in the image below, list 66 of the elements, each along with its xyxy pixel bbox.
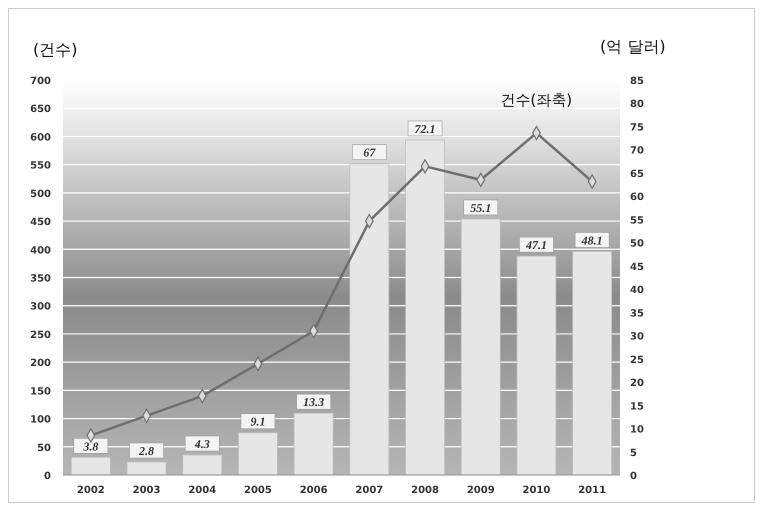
- y-tick-label: 250: [30, 330, 52, 341]
- y2-tick-label: 55: [630, 215, 644, 226]
- y2-tick-label: 5: [630, 448, 637, 459]
- bar: [294, 412, 334, 476]
- data-label: 67: [363, 146, 376, 160]
- bar: [460, 218, 501, 476]
- data-label: 72.1: [414, 122, 436, 136]
- y2-tick-label: 45: [630, 262, 644, 273]
- bar: [70, 456, 111, 476]
- bar: [516, 256, 556, 476]
- y2-tick-label: 0: [630, 471, 637, 482]
- y2-axis-title: (억 달러): [600, 37, 666, 56]
- y-tick-label: 600: [30, 132, 52, 144]
- y2-tick-label: 10: [630, 424, 644, 436]
- y-tick-label: 300: [30, 302, 52, 313]
- data-label: 13.3: [303, 395, 324, 410]
- y-tick-label: 150: [30, 386, 52, 398]
- x-tick-label: 2003: [132, 485, 160, 496]
- y-tick-label: 350: [30, 274, 52, 284]
- x-tick-label: 2004: [188, 485, 216, 496]
- y-tick-label: 0: [44, 471, 52, 482]
- y2-tick-label: 85: [630, 76, 644, 87]
- y-axis-title: (건수): [33, 40, 78, 59]
- y-tick-label: 700: [30, 76, 52, 87]
- y-tick-label: 650: [30, 104, 52, 116]
- y2-tick-label: 60: [630, 192, 644, 204]
- y-tick-label: 200: [30, 358, 52, 370]
- y2-tick-label: 65: [630, 168, 644, 180]
- bar: [126, 462, 166, 476]
- y-tick-label: 550: [30, 160, 52, 172]
- x-tick-label: 2002: [76, 485, 105, 496]
- x-tick-label: 2008: [411, 485, 439, 496]
- data-label: 47.1: [524, 238, 547, 252]
- data-label: 2.8: [138, 444, 154, 458]
- y2-tick-label: 50: [630, 238, 644, 250]
- y-tick-label: 500: [30, 188, 52, 200]
- y-tick-label: 400: [30, 245, 52, 256]
- x-tick-label: 2005: [244, 485, 272, 496]
- y-tick-label: 100: [30, 414, 52, 426]
- bar: [572, 251, 612, 476]
- y2-tick-label: 35: [630, 308, 644, 320]
- x-tick-label: 2006: [300, 485, 328, 496]
- y2-tick-label: 70: [630, 146, 644, 157]
- data-label: 48.1: [580, 233, 603, 248]
- data-label: 3.8: [82, 439, 98, 454]
- y2-tick-label: 80: [630, 99, 644, 110]
- bar: [349, 163, 390, 476]
- x-tick-label: 2009: [466, 485, 495, 496]
- x-tick-label: 2011: [578, 485, 606, 496]
- bar: [238, 432, 278, 476]
- y2-tick-label: 15: [630, 401, 644, 412]
- y2-tick-label: 25: [630, 354, 644, 366]
- y2-tick-label: 30: [630, 332, 644, 343]
- series-label: 건수(좌축): [500, 91, 572, 110]
- x-tick-label: 2007: [355, 485, 384, 496]
- bar: [182, 454, 222, 476]
- y2-tick-label: 20: [630, 378, 644, 390]
- y-tick-label: 450: [30, 217, 52, 228]
- y2-tick-label: 40: [630, 285, 644, 296]
- data-label: 9.1: [250, 414, 266, 429]
- data-label: 55.1: [470, 200, 492, 215]
- y2-tick-label: 75: [630, 122, 644, 134]
- y-tick-label: 50: [37, 442, 52, 454]
- data-label: 4.3: [194, 437, 210, 452]
- x-tick-label: 2010: [522, 485, 550, 496]
- bar: [405, 140, 445, 476]
